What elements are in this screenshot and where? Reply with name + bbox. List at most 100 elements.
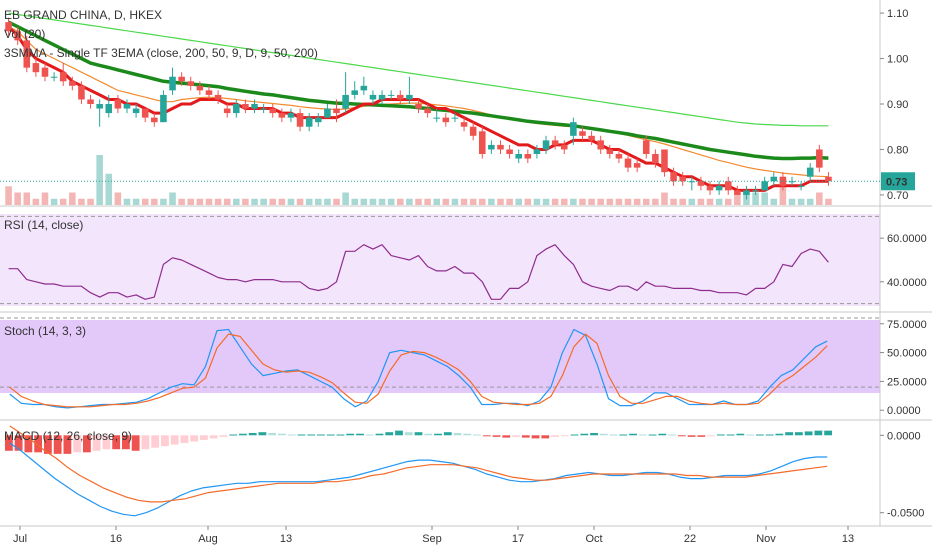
candle-body — [688, 181, 696, 183]
volume-bar — [661, 192, 668, 205]
candle-body — [333, 108, 340, 114]
volume-bar — [214, 198, 222, 205]
symbol-title: EB GRAND CHINA, D, HKEX — [4, 8, 163, 22]
macd-legend: MACD (12, 26, close, 9) — [4, 429, 133, 443]
candle-body — [633, 163, 641, 168]
macd-histogram-bar — [629, 433, 637, 436]
macd-histogram-bar — [414, 432, 423, 436]
candle-body — [661, 149, 668, 173]
price-tick-label: 1.10 — [887, 8, 908, 20]
candle-body — [360, 85, 368, 91]
stoch-k-line — [9, 328, 828, 409]
volume-bar — [105, 173, 113, 205]
macd-histogram-bar — [716, 434, 725, 436]
macd-histogram-bar — [307, 434, 316, 436]
volume-bar — [114, 192, 122, 205]
volume-bar — [825, 198, 832, 205]
candle-body — [806, 167, 814, 177]
stoch-legend: Stoch (14, 3, 3) — [4, 324, 87, 338]
macd-histogram-bar — [443, 432, 452, 436]
stoch-tick-label: 0.0000 — [887, 405, 921, 417]
volume-bar — [788, 198, 796, 205]
volume-bar — [187, 198, 195, 205]
volume-bar — [333, 198, 340, 205]
candle-body — [734, 190, 741, 195]
volume-bar — [797, 198, 805, 205]
candle-body — [315, 117, 322, 123]
candle-body — [451, 117, 459, 119]
rsi-legend: RSI (14, close) — [4, 218, 84, 232]
macd-histogram-bar — [677, 435, 686, 437]
candle-body — [214, 94, 222, 100]
macd-histogram-bar — [151, 435, 160, 448]
candle-body — [579, 131, 586, 136]
macd-histogram-bar — [326, 434, 335, 436]
candle-body — [178, 76, 185, 82]
candle-body — [497, 144, 504, 150]
volume-bar — [296, 198, 304, 205]
macd-histogram-bar — [580, 433, 589, 436]
candle-body — [433, 117, 440, 119]
candle-body — [187, 81, 195, 86]
volume-bar — [160, 198, 167, 205]
volume-bar — [5, 186, 12, 205]
candle-body — [151, 117, 158, 123]
volume-bar — [533, 198, 541, 205]
macd-histogram-bar — [131, 435, 140, 451]
macd-histogram-bar — [34, 435, 43, 453]
volume-bar — [50, 198, 58, 205]
last-price-badge — [881, 172, 915, 191]
volume-bar — [141, 198, 149, 205]
candle-body — [196, 85, 204, 91]
candle-body — [706, 185, 714, 191]
volume-bar — [515, 198, 522, 205]
macd-histogram-bar — [668, 434, 676, 436]
volume-bar — [205, 198, 213, 205]
candle-body — [169, 76, 176, 91]
macd-histogram-bar — [824, 430, 833, 436]
volume-bar — [752, 192, 759, 205]
candle-body — [69, 81, 76, 86]
rsi-tick-label: 60.0000 — [887, 233, 927, 245]
candle-body — [242, 104, 249, 109]
volume-bar — [406, 198, 413, 205]
volume-bar — [78, 198, 85, 205]
volume-legend: Vol (20) — [4, 27, 46, 41]
candle-body — [469, 126, 477, 136]
volume-bar — [560, 198, 568, 205]
candle-body — [442, 117, 450, 123]
candle-body — [296, 113, 304, 127]
candle-body — [515, 154, 522, 159]
candle-body — [597, 140, 604, 150]
candle-body — [779, 176, 787, 186]
candle-body — [752, 190, 759, 192]
macd-histogram-bar — [687, 435, 696, 437]
macd-histogram-bar — [82, 435, 91, 453]
volume-bar — [123, 198, 131, 205]
macd-histogram-bar — [492, 435, 501, 437]
candle-body — [305, 117, 313, 127]
price-tick-label: 0.70 — [887, 190, 908, 202]
macd-signal-line — [9, 425, 828, 503]
macd-histogram-bar — [453, 432, 462, 436]
volume-bar — [715, 198, 723, 205]
volume-bar — [615, 198, 623, 205]
macd-histogram-bar — [365, 434, 374, 436]
volume-bar — [761, 192, 768, 205]
volume-bar — [451, 198, 459, 205]
candle-body — [506, 149, 513, 154]
volume-bar — [69, 192, 76, 205]
macd-histogram-bar — [794, 432, 803, 436]
candle-body — [141, 108, 149, 118]
volume-bar — [688, 198, 696, 205]
volume-bar — [351, 198, 359, 205]
volume-bar — [606, 198, 614, 205]
macd-histogram-bar — [14, 435, 23, 451]
x-tick-label: 22 — [684, 533, 696, 545]
x-tick-label: 16 — [110, 533, 122, 545]
volume-bar — [642, 198, 650, 205]
candle-body — [59, 72, 67, 82]
candle-body — [278, 113, 286, 118]
macd-histogram-bar — [200, 435, 208, 440]
